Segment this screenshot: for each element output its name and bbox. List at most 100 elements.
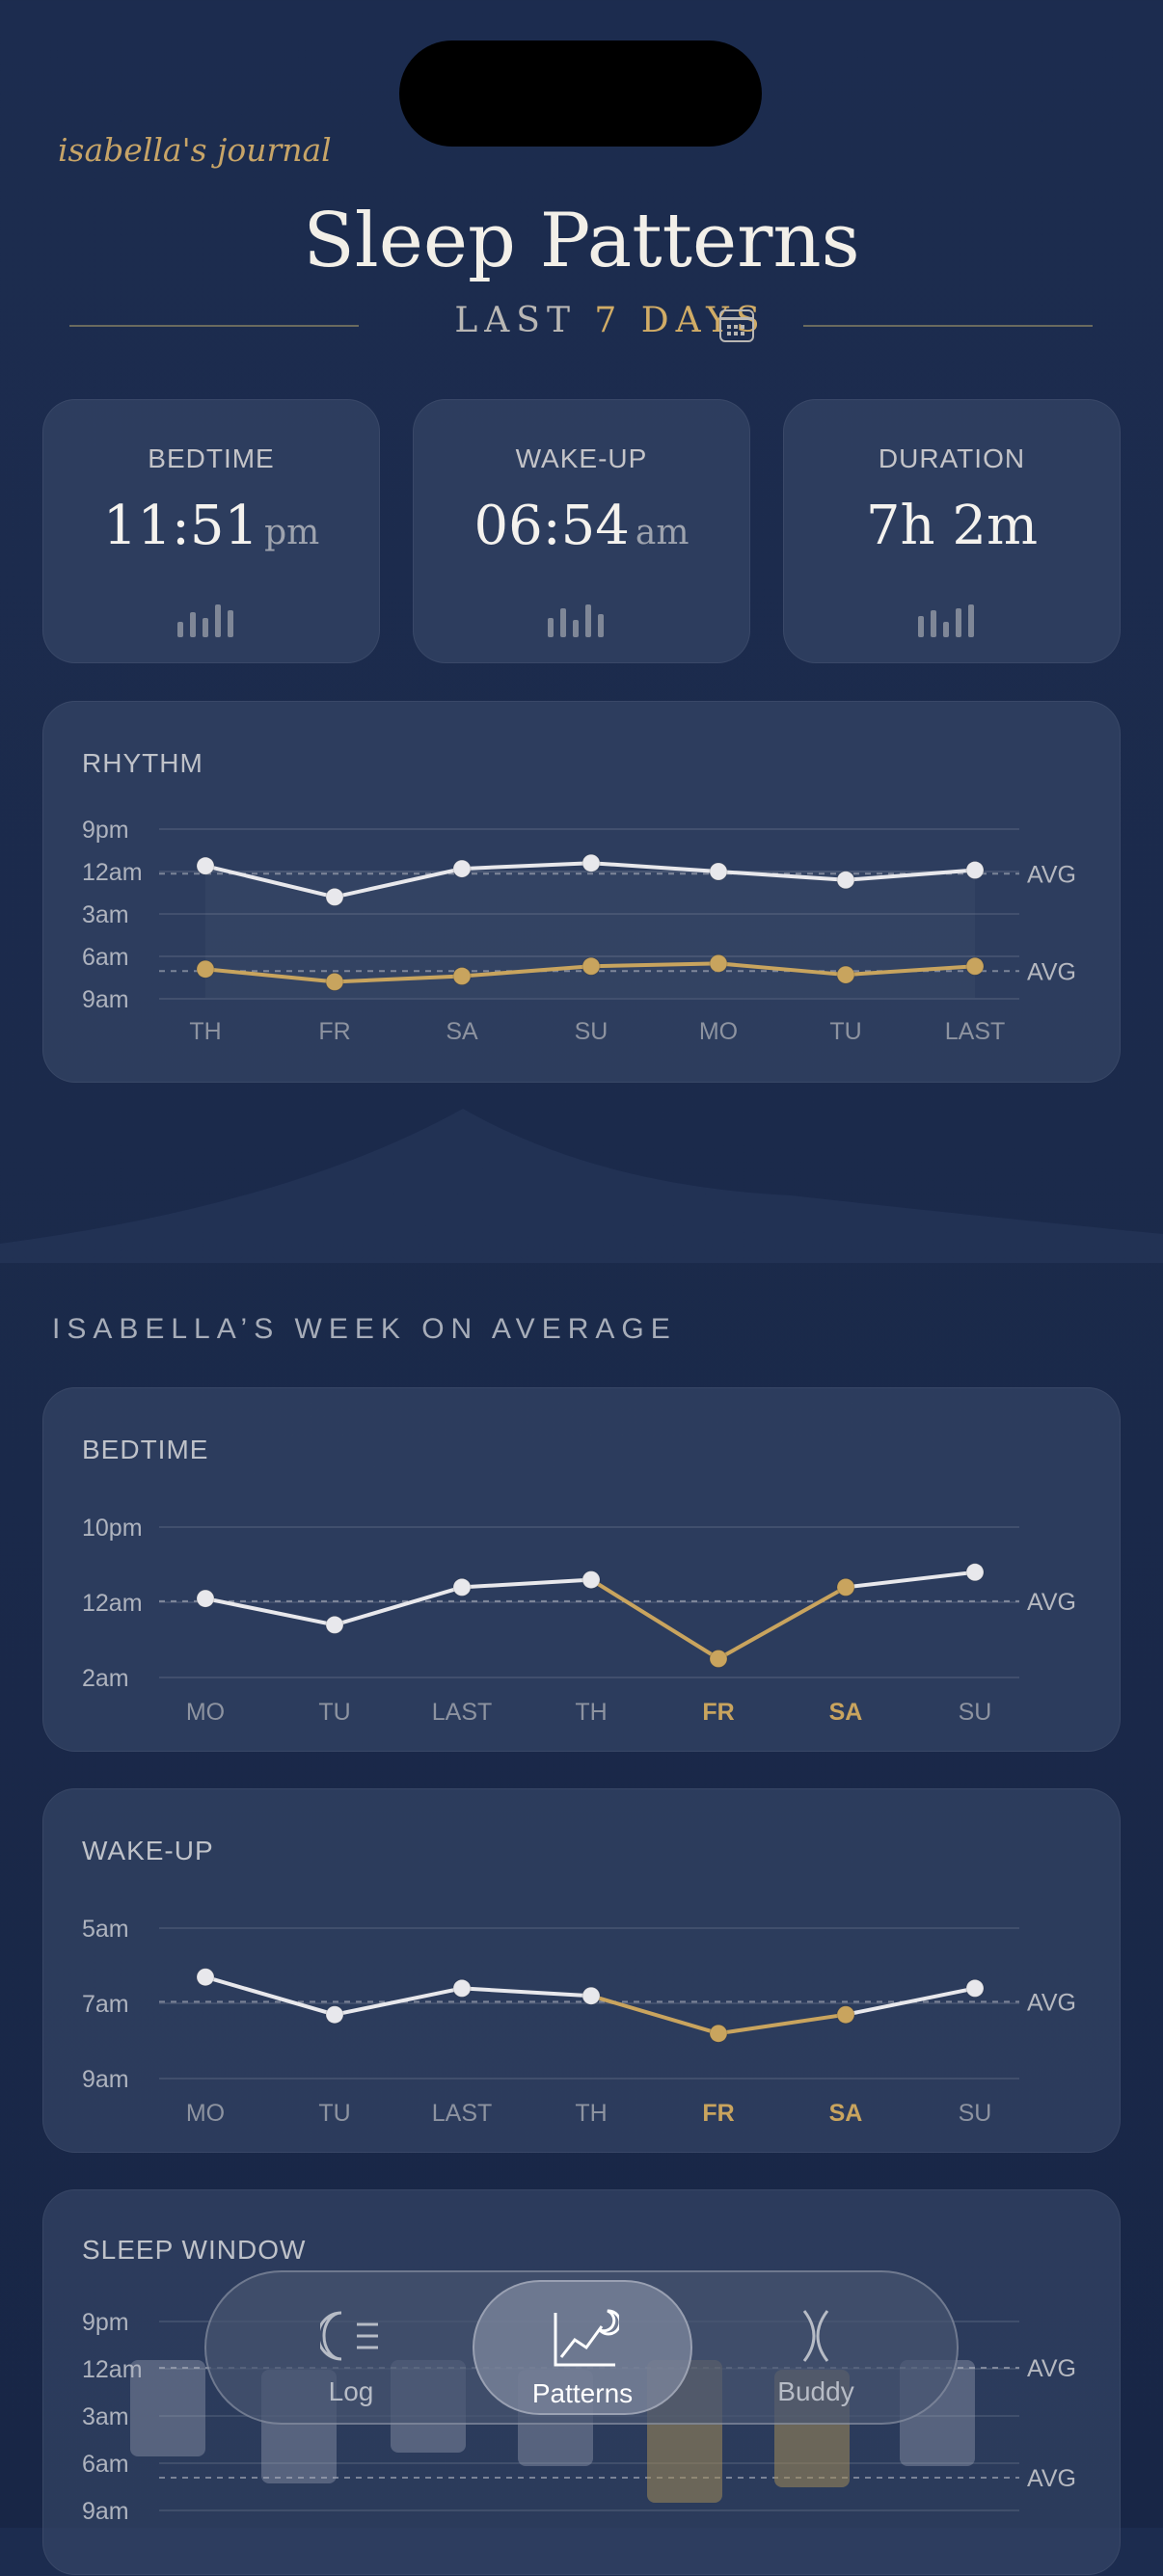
page-title: Sleep Patterns	[303, 198, 860, 284]
x-tick-label: LAST	[432, 2100, 493, 2127]
tab-label: Buddy	[777, 2376, 854, 2406]
tab-patterns[interactable]: Patterns	[473, 2280, 692, 2415]
avg-label: AVG	[1027, 958, 1076, 985]
wake-point	[836, 965, 855, 984]
line-segment	[589, 1577, 720, 1661]
tab-label: Patterns	[531, 2378, 634, 2408]
bedtime-line-segment	[461, 861, 592, 872]
wake-point	[196, 959, 215, 979]
avg-label: AVG	[1027, 1989, 1076, 2016]
week-wakeup-card: WAKE-UP 5am 7am 9am AVG MO TU LAST TH FR SA SU	[42, 1788, 1121, 2153]
rhythm-card: RHYTHM 9pm 12am 3am 6am 9am AVG AVG TH FR SA SU MO T…	[42, 701, 1121, 1083]
x-tick-label: LAST	[432, 1699, 493, 1726]
x-tick-label: TU	[318, 2100, 350, 2127]
x-tick-label: SA	[829, 2100, 863, 2127]
data-point	[582, 1570, 601, 1590]
line-segment	[717, 1585, 847, 1661]
data-point	[965, 1563, 985, 1582]
camera-notch	[399, 40, 762, 147]
week-wakeup-title: WAKE-UP	[82, 1836, 214, 1865]
wakeup-stat-card[interactable]: WAKE-UP 06:54 am	[413, 399, 750, 663]
data-point	[836, 1577, 855, 1597]
tab-bar: Log Patterns Buddy	[204, 2270, 959, 2425]
wake-point	[452, 967, 472, 986]
duration-stat-card[interactable]: DURATION 7h 2m	[783, 399, 1121, 663]
bars-icon	[177, 604, 245, 637]
bedtime-stat-card[interactable]: BEDTIME 11:51 pm	[42, 399, 380, 663]
x-tick-label: SA	[829, 1699, 863, 1726]
range-highlight: 7 DAYS	[594, 301, 767, 340]
bedtime-point	[582, 853, 601, 872]
line-segment	[845, 1986, 976, 2017]
data-point	[965, 1978, 985, 1998]
y-tick-label: 9pm	[82, 2309, 129, 2336]
wake-line-segment	[334, 974, 463, 984]
x-tick-label: TH	[189, 1018, 221, 1045]
stat-value: 06:54 am	[473, 495, 690, 557]
line-segment	[717, 2012, 847, 2036]
line-segment	[204, 1974, 336, 2017]
bedtime-line-segment	[717, 870, 847, 882]
x-tick-label: MO	[186, 2100, 225, 2127]
y-tick-label: 7am	[82, 1991, 129, 2018]
buddy-icon	[802, 2310, 829, 2362]
line-segment	[590, 1994, 719, 2036]
line-segment	[845, 1570, 976, 1590]
x-tick-label: LAST	[945, 1018, 1006, 1045]
tab-label: Log	[328, 2376, 374, 2406]
avg-label: AVG	[1027, 1589, 1076, 1616]
wake-point	[325, 972, 344, 991]
bedtime-line-segment	[590, 861, 719, 873]
avg-label: AVG	[1027, 861, 1076, 888]
x-tick-label: FR	[318, 1018, 350, 1045]
y-tick-label: 9am	[82, 2066, 129, 2093]
bedtime-point	[836, 871, 855, 890]
bedtime-point	[196, 856, 215, 875]
week-bedtime-card: BEDTIME 10pm 12am 2am AVG MO TU LAST TH FR SA SU	[42, 1387, 1121, 1752]
line-segment	[461, 1577, 592, 1590]
stat-label: DURATION	[878, 443, 1026, 473]
calendar-icon[interactable]	[719, 309, 754, 342]
x-tick-label: TH	[575, 1699, 607, 1726]
data-point	[709, 1650, 728, 1668]
journal-name: isabella's journal	[58, 131, 332, 169]
data-point	[836, 2005, 855, 2025]
sleep-window-title: SLEEP WINDOW	[82, 2235, 307, 2265]
avg-label: AVG	[1027, 2355, 1076, 2382]
x-tick-label: MO	[186, 1699, 225, 1726]
data-point	[325, 1615, 344, 1634]
wake-point	[582, 956, 601, 976]
bars-icon	[548, 604, 615, 637]
subtitle-rule-left	[69, 325, 359, 327]
line-segment	[204, 1597, 336, 1627]
data-point	[582, 1986, 601, 2005]
subtitle-rule-right	[803, 325, 1093, 327]
sleep-window-bar	[130, 2360, 205, 2456]
line-segment	[461, 1986, 592, 1999]
data-point	[709, 2024, 728, 2043]
y-tick-label: 12am	[82, 859, 143, 886]
week-bedtime-title: BEDTIME	[82, 1435, 209, 1464]
x-tick-label: SU	[575, 1018, 609, 1045]
bedtime-line-segment	[334, 867, 463, 899]
wave-decoration	[0, 1109, 1163, 1263]
y-tick-label: 10pm	[82, 1515, 143, 1542]
rhythm-chart: 9pm 12am 3am 6am 9am AVG AVG TH FR SA SU MO TU LAST	[82, 817, 1076, 1045]
bedtime-point	[325, 887, 344, 906]
tab-buddy[interactable]: Buddy	[706, 2280, 926, 2415]
tab-log[interactable]: Log	[241, 2280, 461, 2415]
y-tick-label: 9am	[82, 2498, 129, 2525]
y-tick-label: 12am	[82, 1590, 143, 1617]
wake-point	[965, 956, 985, 976]
x-tick-label: FR	[702, 2100, 734, 2127]
moon-list-icon	[320, 2311, 378, 2361]
stat-label: WAKE-UP	[515, 443, 648, 473]
data-point	[196, 1968, 215, 1987]
data-point	[452, 1978, 472, 1998]
y-tick-label: 6am	[82, 944, 129, 971]
y-tick-label: 6am	[82, 2451, 129, 2478]
bars-icon	[918, 604, 986, 637]
y-tick-label: 9am	[82, 986, 129, 1013]
week-bedtime-chart: 10pm 12am 2am AVG MO TU LAST TH FR SA SU	[82, 1515, 1076, 1726]
wake-point	[709, 953, 728, 973]
